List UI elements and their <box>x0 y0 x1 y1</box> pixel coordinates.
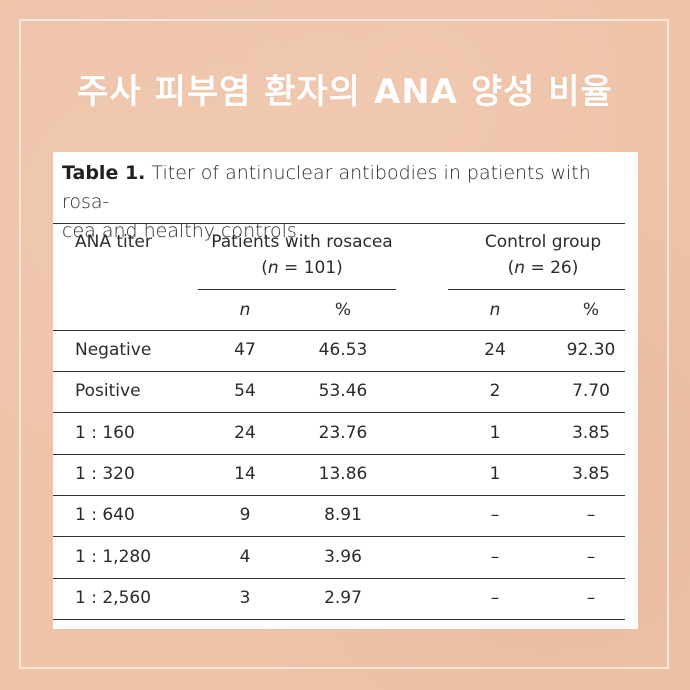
row-label: 1 : 2,560 <box>75 587 152 608</box>
row-divider <box>53 454 625 455</box>
cell-patients-n: 47 <box>234 340 256 360</box>
row-divider <box>53 578 625 579</box>
row-divider <box>53 495 625 496</box>
table-top-rule <box>53 223 625 224</box>
row-label: Positive <box>75 381 141 402</box>
table-card: Table 1. Titer of antinuclear antibodies… <box>53 152 638 629</box>
group2-n-prefix: ( <box>507 258 515 278</box>
cell-patients-pct: 53.46 <box>318 381 368 402</box>
group2-n-suffix: = 26) <box>525 258 579 278</box>
subheader-patients-pct: % <box>334 300 352 320</box>
cell-patients-pct: 23.76 <box>318 422 368 443</box>
cell-patients-pct: 13.86 <box>318 463 368 484</box>
group1-n-var: n <box>267 258 279 278</box>
caption-label: Table 1. <box>62 162 146 184</box>
row-divider <box>53 536 625 537</box>
decorative-frame <box>19 19 669 669</box>
cell-control-pct: – <box>586 546 596 567</box>
cell-control-pct: – <box>586 587 596 608</box>
cell-patients-n: 54 <box>234 381 256 402</box>
subheader-patients-n: n <box>239 300 251 320</box>
cell-patients-pct: 46.53 <box>318 340 368 360</box>
header-bottom-rule <box>53 330 625 331</box>
page-title: 주사 피부염 환자의 ANA 양성 비율 <box>77 72 613 112</box>
header-group2: Control group <box>484 232 602 252</box>
cell-patients-n: 14 <box>234 463 256 484</box>
row-divider <box>53 619 625 620</box>
group1-n-prefix: ( <box>261 258 268 278</box>
group1-n-suffix: = 101) <box>278 258 343 278</box>
group1-underline <box>198 289 396 290</box>
caption-line2: cea and healthy controls <box>62 220 297 242</box>
cell-control-pct: 3.85 <box>572 422 610 443</box>
cell-patients-pct: 8.91 <box>324 505 362 526</box>
table-caption: Table 1. Titer of antinuclear antibodies… <box>62 159 630 246</box>
cell-control-n: 24 <box>484 340 506 360</box>
cell-control-n: – <box>490 505 500 526</box>
cell-patients-pct: 2.97 <box>324 587 362 608</box>
cell-control-n: 2 <box>489 381 501 402</box>
cell-patients-n: 3 <box>239 587 251 608</box>
cell-control-n: 1 <box>489 422 501 443</box>
header-ana-titer: ANA titer <box>75 232 152 252</box>
row-divider <box>53 371 625 372</box>
cell-patients-n: 9 <box>239 505 251 526</box>
cell-control-n: 1 <box>489 463 501 484</box>
cell-control-n: – <box>490 546 500 567</box>
row-divider <box>53 412 625 413</box>
subheader-control-pct: % <box>582 300 600 320</box>
header-group1-n: (n = 101) <box>261 258 343 278</box>
cell-control-pct: 3.85 <box>572 463 610 484</box>
header-group2-n: (n = 26) <box>508 258 579 278</box>
caption-line1: Titer of antinuclear antibodies in patie… <box>62 162 591 213</box>
cell-control-n: – <box>490 587 500 608</box>
cell-control-pct: – <box>586 505 596 526</box>
cell-patients-n: 24 <box>234 422 256 443</box>
cell-patients-n: 4 <box>239 546 251 567</box>
row-label: 1 : 160 <box>75 422 135 443</box>
header-group1: Patients with rosacea <box>211 232 393 252</box>
cell-control-pct: 92.30 <box>566 340 616 360</box>
row-label: 1 : 320 <box>75 463 135 484</box>
subheader-control-n: n <box>489 300 501 320</box>
row-label: Negative <box>75 340 152 360</box>
group2-underline <box>448 289 625 290</box>
row-label: 1 : 1,280 <box>75 546 152 567</box>
cell-patients-pct: 3.96 <box>324 546 362 567</box>
cell-control-pct: 7.70 <box>572 381 610 402</box>
row-label: 1 : 640 <box>75 505 135 526</box>
group2-n-var: n <box>514 258 526 278</box>
